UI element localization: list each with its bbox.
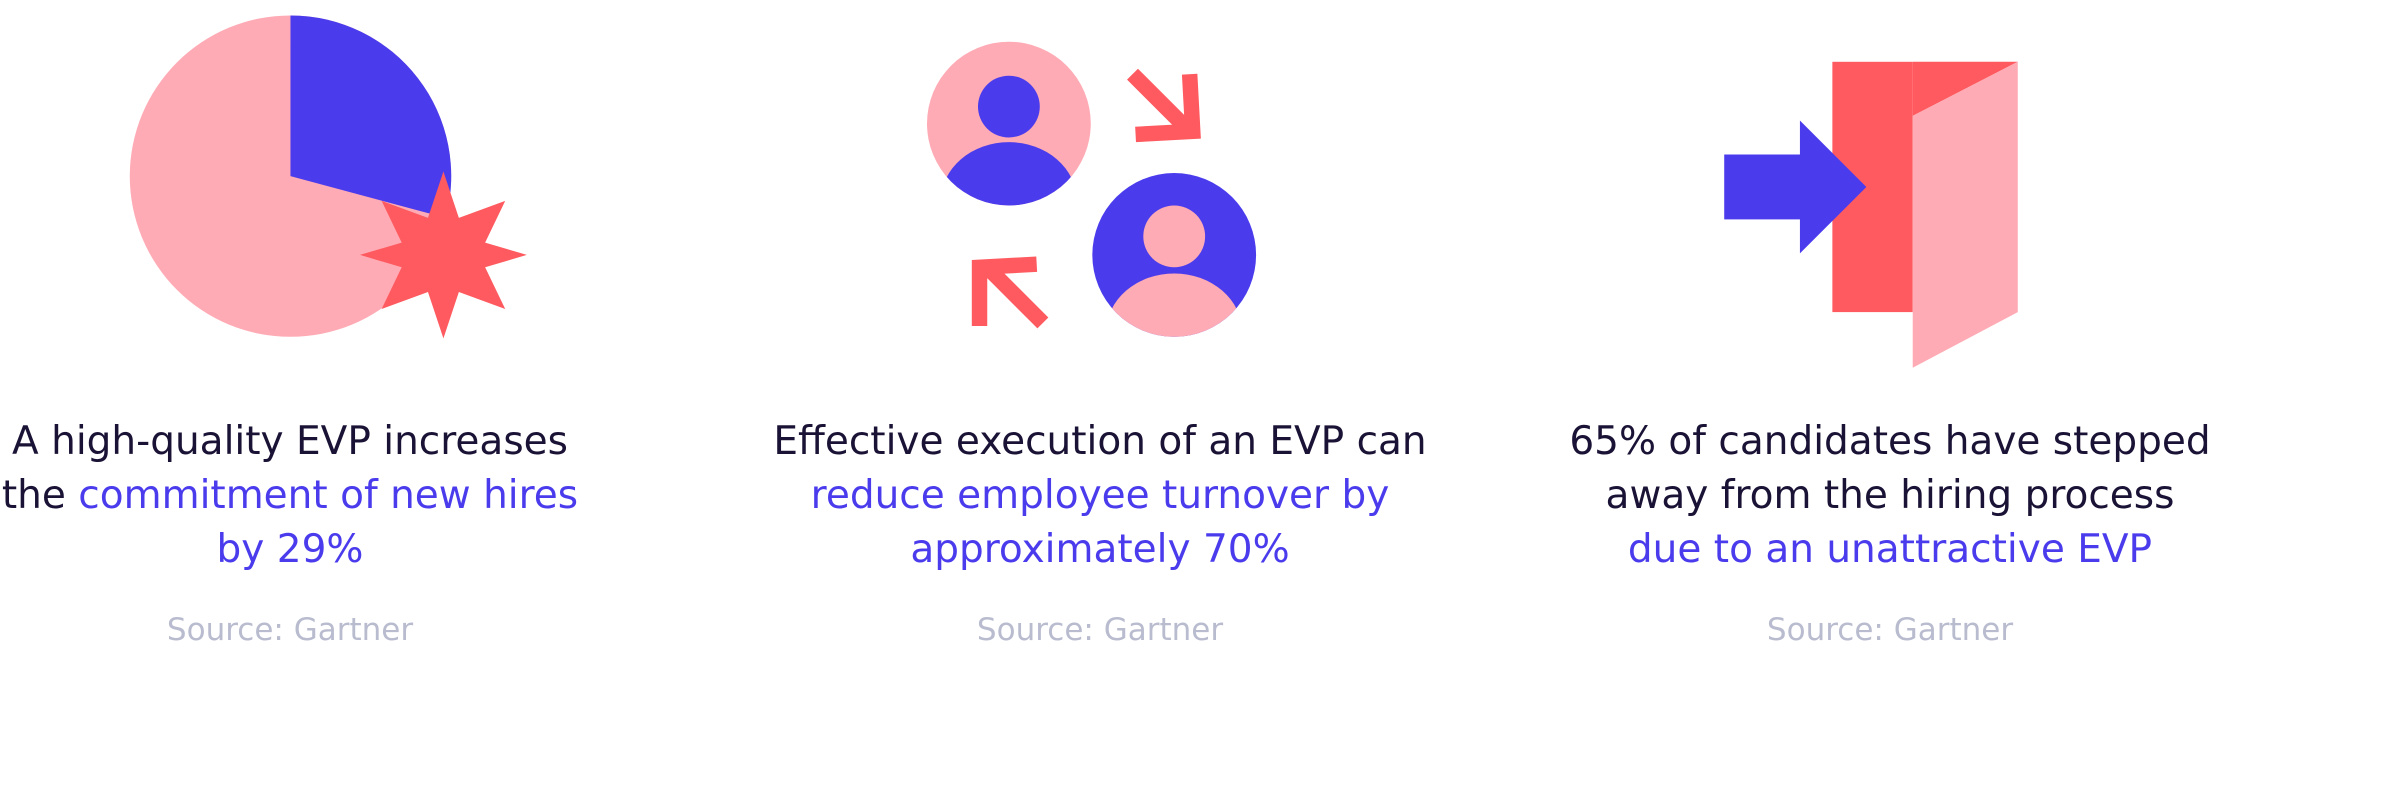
avatar-head xyxy=(977,75,1040,138)
avatar-body xyxy=(1106,273,1243,337)
people-icon xyxy=(927,41,1257,337)
stat-highlight: reduce employee turnover by approximatel… xyxy=(810,473,1390,572)
avatar-body xyxy=(940,142,1077,206)
arrows xyxy=(971,68,1201,329)
stat-body: 65% of candidates have stepped away from… xyxy=(1569,419,2211,518)
starburst xyxy=(359,171,527,339)
source: Source: Gartner xyxy=(166,612,414,648)
pie-slice xyxy=(290,15,452,218)
arrow-shaft xyxy=(1724,154,1805,220)
door-icon xyxy=(1724,61,2018,368)
stat-body: A high-quality EVP increases the xyxy=(1,419,568,518)
stat-text: Effective execution of an EVP can reduce… xyxy=(770,415,1430,577)
arrow-head xyxy=(1799,120,1867,254)
door xyxy=(1912,61,2018,368)
stat-highlight: commitment of new hires by 29% xyxy=(78,473,579,572)
source: Source: Gartner xyxy=(976,612,1224,648)
avatar-head xyxy=(1143,205,1206,268)
stat-text: A high-quality EVP increases the commitm… xyxy=(0,415,580,577)
stat-text: 65% of candidates have stepped away from… xyxy=(1530,415,2250,577)
source: Source: Gartner xyxy=(1766,612,2014,648)
pie-icon xyxy=(129,15,527,339)
stat-highlight: due to an unattractive EVP xyxy=(1627,527,2153,572)
stat-body: Effective execution of an EVP can xyxy=(773,419,1427,464)
